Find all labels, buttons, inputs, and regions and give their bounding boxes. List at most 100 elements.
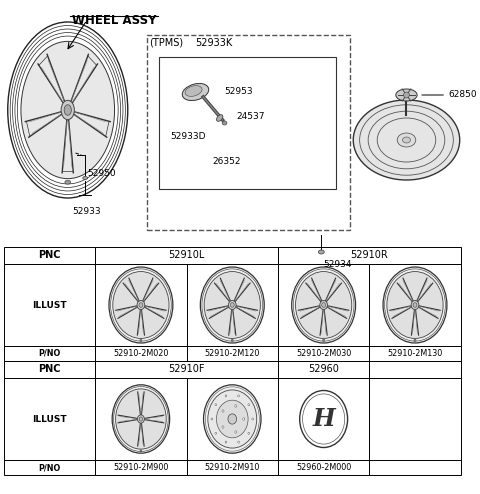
- Ellipse shape: [248, 404, 250, 406]
- Bar: [187, 346, 278, 361]
- Bar: [278, 247, 461, 264]
- Ellipse shape: [185, 85, 202, 96]
- Ellipse shape: [200, 267, 264, 343]
- Ellipse shape: [411, 300, 419, 310]
- Ellipse shape: [211, 418, 213, 420]
- Ellipse shape: [137, 300, 145, 310]
- Ellipse shape: [230, 303, 234, 307]
- Bar: [187, 378, 278, 460]
- Bar: [4, 346, 95, 361]
- Ellipse shape: [61, 100, 74, 120]
- Text: 52933K: 52933K: [195, 38, 233, 48]
- Ellipse shape: [235, 405, 237, 407]
- Bar: [369, 346, 461, 361]
- Bar: [4, 460, 95, 475]
- Ellipse shape: [396, 89, 417, 101]
- Ellipse shape: [83, 176, 87, 179]
- Ellipse shape: [64, 105, 72, 115]
- Bar: [95, 247, 278, 264]
- Ellipse shape: [235, 431, 237, 433]
- Ellipse shape: [225, 441, 227, 443]
- Bar: [369, 264, 461, 346]
- Ellipse shape: [248, 432, 250, 434]
- Ellipse shape: [225, 395, 227, 397]
- Ellipse shape: [252, 418, 253, 420]
- Ellipse shape: [403, 137, 410, 143]
- Bar: [95, 264, 187, 346]
- Ellipse shape: [323, 339, 325, 341]
- Ellipse shape: [140, 450, 142, 452]
- Bar: [369, 361, 461, 378]
- Ellipse shape: [208, 390, 257, 448]
- Ellipse shape: [182, 83, 209, 101]
- Bar: [187, 460, 278, 475]
- Ellipse shape: [215, 404, 216, 406]
- Bar: [369, 378, 461, 460]
- Ellipse shape: [222, 121, 227, 125]
- Text: 62850: 62850: [448, 90, 477, 99]
- Text: 52910F: 52910F: [168, 365, 205, 374]
- Ellipse shape: [296, 272, 352, 338]
- Text: (TPMS): (TPMS): [149, 38, 183, 48]
- Text: H: H: [312, 407, 335, 431]
- Text: 52910-2M910: 52910-2M910: [204, 463, 260, 472]
- Ellipse shape: [65, 180, 71, 184]
- Bar: [95, 460, 187, 475]
- Text: 52934: 52934: [323, 260, 352, 269]
- Ellipse shape: [140, 339, 142, 341]
- Bar: [4, 361, 95, 378]
- Text: PNC: PNC: [38, 250, 61, 260]
- Bar: [187, 264, 278, 346]
- Ellipse shape: [238, 395, 240, 397]
- Bar: [278, 346, 369, 361]
- Text: 26352: 26352: [212, 157, 240, 166]
- Text: 52960-2M000: 52960-2M000: [296, 463, 351, 472]
- Bar: [278, 460, 369, 475]
- Bar: [95, 378, 187, 460]
- Bar: [95, 361, 278, 378]
- Ellipse shape: [397, 133, 416, 147]
- Bar: [369, 460, 461, 475]
- Ellipse shape: [238, 441, 240, 443]
- Bar: [278, 378, 369, 460]
- Text: 52910-2M120: 52910-2M120: [204, 349, 260, 358]
- Ellipse shape: [139, 417, 143, 421]
- Text: 52910L: 52910L: [168, 250, 205, 260]
- Ellipse shape: [204, 385, 261, 453]
- Text: 52910-2M020: 52910-2M020: [113, 349, 168, 358]
- Ellipse shape: [116, 389, 166, 449]
- Ellipse shape: [413, 303, 417, 307]
- Ellipse shape: [243, 418, 245, 420]
- Ellipse shape: [320, 300, 327, 310]
- Text: 52953: 52953: [225, 87, 253, 96]
- Ellipse shape: [231, 339, 233, 341]
- Ellipse shape: [383, 267, 447, 343]
- Text: 52933: 52933: [72, 207, 101, 216]
- Text: WHEEL ASSY: WHEEL ASSY: [72, 14, 156, 27]
- Text: PNC: PNC: [38, 365, 61, 374]
- Ellipse shape: [112, 385, 169, 453]
- Text: 52910-2M030: 52910-2M030: [296, 349, 351, 358]
- Ellipse shape: [139, 303, 143, 307]
- Text: ILLUST: ILLUST: [32, 414, 67, 423]
- Ellipse shape: [113, 272, 169, 338]
- Text: 24537: 24537: [236, 112, 264, 121]
- Ellipse shape: [292, 267, 356, 343]
- Ellipse shape: [21, 41, 115, 179]
- Bar: [95, 346, 187, 361]
- Ellipse shape: [137, 415, 144, 423]
- Bar: [278, 264, 369, 346]
- Ellipse shape: [222, 410, 224, 412]
- Text: 52910R: 52910R: [350, 250, 388, 260]
- Ellipse shape: [216, 115, 223, 122]
- Ellipse shape: [109, 267, 173, 343]
- Bar: [4, 378, 95, 460]
- Ellipse shape: [228, 300, 236, 310]
- Ellipse shape: [216, 400, 248, 438]
- Ellipse shape: [414, 339, 416, 341]
- Text: 52910-2M130: 52910-2M130: [387, 349, 443, 358]
- Text: ILLUST: ILLUST: [32, 300, 67, 310]
- Ellipse shape: [228, 414, 237, 424]
- Text: 52933D: 52933D: [170, 132, 206, 141]
- Ellipse shape: [322, 303, 325, 307]
